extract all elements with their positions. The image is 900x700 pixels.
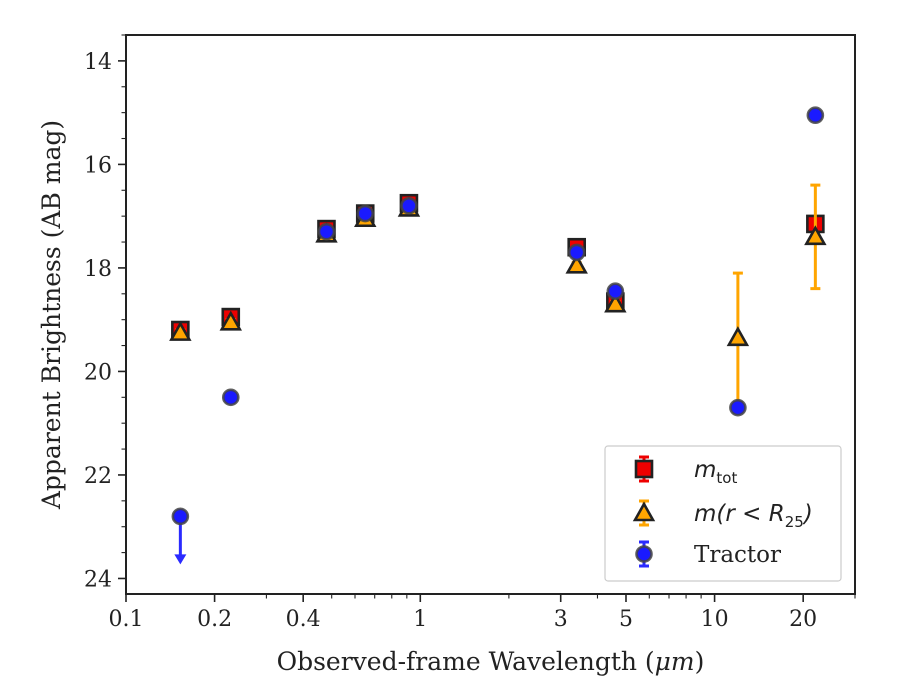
legend-label-m-r25: m(r < R25) [694,501,813,531]
point-tractor [729,398,747,417]
legend-label-m-r25-main: m(r < R [694,501,785,527]
point-tractor [567,243,586,262]
legend-marker-m-tot [634,459,654,479]
x-tick-label: 20 [789,607,817,632]
y-tick-label: 24 [84,567,112,592]
data-series [169,106,827,565]
x-tick-label: 0.1 [109,607,144,632]
x-tick-label: 1 [413,607,427,632]
point-tractor [806,106,825,125]
y-axis-label: Apparent Brightness (AB mag) [37,120,66,510]
point-tractor [171,507,190,526]
x-axis-label: Observed-frame Wavelength (μm) [277,647,705,676]
legend-symbols [632,455,656,568]
y-tick-label: 18 [84,257,112,282]
x-tick-label: 0.2 [197,607,232,632]
point-tractor [221,388,240,407]
point-m-r25 [726,326,750,347]
point-tractor [606,282,625,301]
point-m-r25 [565,253,588,274]
point-m-r25 [219,310,242,331]
upper-limit-arrowhead [174,554,187,565]
point-m-r25 [604,292,627,313]
x-axis-label-unit: μm [655,647,695,676]
legend-marker-m-r25 [632,501,656,522]
axis-ticks: 0.1 0.2 0.4 1 3 5 10 20 14 16 18 20 22 24 [84,34,856,632]
legend: mtot m(r < R25) Tractor [604,445,842,582]
legend-frame [604,445,842,582]
x-axis-label-prefix: Observed-frame Wavelength ( [277,647,655,676]
y-tick-label: 16 [84,153,112,178]
legend-marker-tractor [635,545,653,563]
plot-frame [125,34,856,595]
series-tractor [171,106,825,565]
legend-label-m-tot-main: m [694,457,716,483]
series-m-tot [171,193,825,340]
y-tick-label: 20 [84,360,112,385]
legend-label-m-tot: mtot [694,457,737,487]
point-m-r25 [169,320,192,341]
point-m-r25 [804,225,827,246]
legend-label-m-r25-tail: ) [802,501,813,527]
point-tractor [400,197,418,215]
x-axis-label-suffix: ) [695,647,705,676]
point-tractor [356,204,375,223]
x-tick-label: 10 [701,607,729,632]
y-tick-label: 14 [84,50,112,75]
point-tractor [317,222,336,241]
x-tick-label: 5 [619,607,633,632]
legend-label-m-tot-sub: tot [716,469,737,487]
legend-label-m-r25-sub: 25 [785,513,804,531]
series-m-r25 [169,183,827,404]
x-tick-label: 3 [554,607,568,632]
x-tick-label: 0.4 [286,607,321,632]
y-tick-label: 22 [84,464,112,489]
legend-label-tractor: Tractor [694,542,781,568]
